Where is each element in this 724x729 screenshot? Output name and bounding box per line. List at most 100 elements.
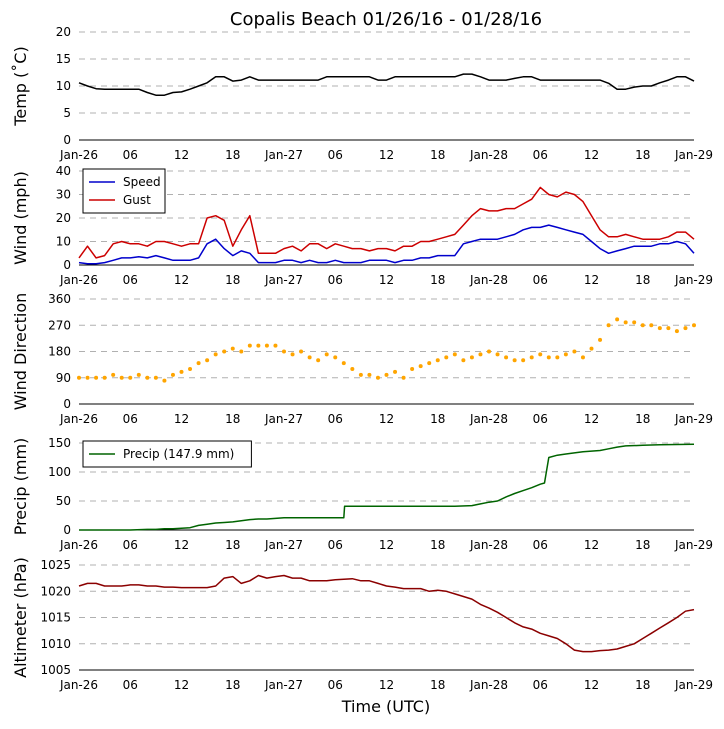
data-point: [307, 355, 312, 360]
x-tick-label: Jan-27: [264, 412, 303, 426]
y-tick-label: 10: [56, 79, 71, 93]
y-axis-label: Wind (mph): [11, 171, 30, 265]
data-point: [102, 375, 107, 380]
y-tick-label: 10: [56, 235, 71, 249]
x-axis-label: Time (UTC): [341, 697, 430, 716]
data-point: [179, 369, 184, 374]
y-tick-label: 1020: [40, 584, 71, 598]
data-point: [145, 375, 150, 380]
data-point: [580, 355, 585, 360]
data-point: [692, 323, 696, 328]
x-tick-label: 12: [379, 678, 394, 692]
data-point: [213, 352, 218, 357]
data-point: [623, 320, 628, 325]
data-point: [282, 349, 286, 354]
data-point: [572, 349, 577, 354]
y-tick-label: 100: [48, 465, 71, 479]
x-tick-label: 12: [379, 412, 394, 426]
data-point: [615, 317, 620, 322]
series-line-gust: [78, 186, 695, 259]
x-tick-label: 12: [584, 678, 599, 692]
x-tick-label: 06: [533, 412, 548, 426]
x-tick-label: 18: [430, 538, 445, 552]
x-tick-label: Jan-27: [264, 148, 303, 162]
data-point: [401, 375, 406, 380]
y-tick-label: 0: [63, 397, 71, 411]
data-point: [469, 355, 474, 360]
data-point: [452, 352, 457, 357]
panel-2: 0 10 20 30 40 Jan-26 06 12 18 Jan-27 06 12 18 Jan-28 0…: [11, 164, 713, 287]
x-tick-label: 12: [584, 412, 599, 426]
x-tick-label: Jan-27: [264, 678, 303, 692]
data-point: [85, 375, 90, 380]
data-point: [162, 378, 167, 383]
data-point: [94, 375, 99, 380]
y-tick-label: 0: [63, 133, 71, 147]
data-point: [393, 369, 398, 374]
data-point: [546, 355, 551, 360]
x-tick-label: 12: [584, 538, 599, 552]
x-tick-label: 12: [174, 273, 189, 287]
x-tick-label: 18: [225, 538, 240, 552]
data-point: [418, 364, 423, 369]
data-point: [487, 349, 491, 354]
data-point: [358, 372, 363, 377]
data-point: [555, 355, 560, 360]
x-tick-label: 12: [174, 678, 189, 692]
x-tick-label: Jan-27: [264, 273, 303, 287]
data-point: [504, 355, 509, 360]
x-tick-label: 12: [379, 148, 394, 162]
y-tick-label: 1015: [40, 611, 71, 625]
x-tick-label: Jan-26: [59, 148, 98, 162]
data-point: [495, 352, 500, 357]
data-point: [427, 361, 432, 366]
data-point: [384, 372, 389, 377]
chart-title: Copalis Beach 01/26/16 - 01/28/16: [230, 9, 542, 30]
y-axis-label: Temp (˚C): [11, 46, 30, 126]
x-tick-label: 06: [123, 412, 138, 426]
x-tick-label: Jan-28: [469, 148, 508, 162]
data-point: [230, 346, 235, 351]
x-tick-label: 12: [174, 412, 189, 426]
x-tick-label: 12: [379, 538, 394, 552]
x-tick-label: 06: [533, 538, 548, 552]
panel-4: 0 50 100 150 Jan-26 06 12 18 Jan-27 06 12 18 Jan-28 0…: [11, 436, 713, 552]
data-point: [529, 355, 534, 360]
data-point: [632, 320, 637, 325]
data-point: [264, 343, 269, 348]
x-tick-label: Jan-27: [264, 538, 303, 552]
x-tick-label: 12: [584, 273, 599, 287]
x-tick-label: 18: [225, 678, 240, 692]
y-tick-label: 1010: [40, 637, 71, 651]
x-tick-label: 12: [174, 148, 189, 162]
y-tick-label: 0: [63, 258, 71, 272]
y-tick-label: 5: [63, 106, 71, 120]
x-tick-label: 18: [635, 273, 650, 287]
data-point: [512, 358, 517, 363]
data-point: [77, 375, 81, 380]
data-point: [170, 372, 175, 377]
x-tick-label: 18: [635, 678, 650, 692]
x-tick-label: Jan-26: [59, 273, 98, 287]
data-point: [589, 346, 594, 351]
x-tick-label: 06: [328, 148, 343, 162]
data-point: [649, 323, 654, 328]
x-tick-label: 18: [225, 148, 240, 162]
x-tick-label: Jan-29: [674, 148, 713, 162]
data-point: [333, 355, 338, 360]
legend-box: [82, 168, 166, 214]
series-line-altimeter: [78, 574, 695, 653]
y-tick-label: 360: [48, 292, 71, 306]
series-line-temp: [78, 73, 695, 96]
data-point: [478, 352, 483, 357]
y-tick-label: 90: [56, 371, 71, 385]
data-point: [598, 337, 603, 342]
x-tick-label: Jan-28: [469, 412, 508, 426]
x-tick-label: Jan-26: [59, 538, 98, 552]
x-tick-label: 06: [328, 678, 343, 692]
y-tick-label: 0: [63, 523, 71, 537]
y-tick-label: 270: [48, 318, 71, 332]
x-tick-label: Jan-29: [674, 678, 713, 692]
x-tick-label: 12: [584, 148, 599, 162]
x-tick-label: 18: [430, 678, 445, 692]
